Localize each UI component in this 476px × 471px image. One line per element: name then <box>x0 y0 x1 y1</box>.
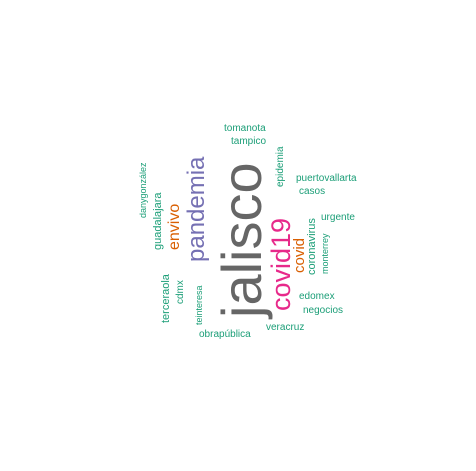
word-terceraola: terceraola <box>160 274 172 323</box>
word-puertovallarta: puertovallarta <box>296 173 357 184</box>
word-danygonzalez: danygonzález <box>138 162 148 218</box>
word-pandemia: pandemia <box>183 156 210 262</box>
word-coronavirus: coronavirus <box>306 218 318 275</box>
word-envivo: envivo <box>166 203 183 250</box>
word-negocios: negocios <box>303 305 344 316</box>
word-edomex: edomex <box>299 291 335 302</box>
word-obrapublica: obrapública <box>199 329 251 340</box>
word-jalisco: jalisco <box>210 162 273 318</box>
word-casos: casos <box>299 186 326 197</box>
word-tomanota: tomanota <box>224 123 266 134</box>
word-cdmx: cdmx <box>175 280 186 304</box>
word-urgente: urgente <box>321 212 355 223</box>
word-monterrey: monterrey <box>320 233 330 274</box>
word-teinteresa: teinteresa <box>194 285 204 325</box>
word-tampico: tampico <box>231 136 267 147</box>
word-guadalajara: guadalajara <box>152 192 164 251</box>
word-veracruz: veracruz <box>266 322 305 333</box>
word-covid: covid <box>291 237 308 273</box>
word-epidemia: epidemia <box>275 146 286 187</box>
